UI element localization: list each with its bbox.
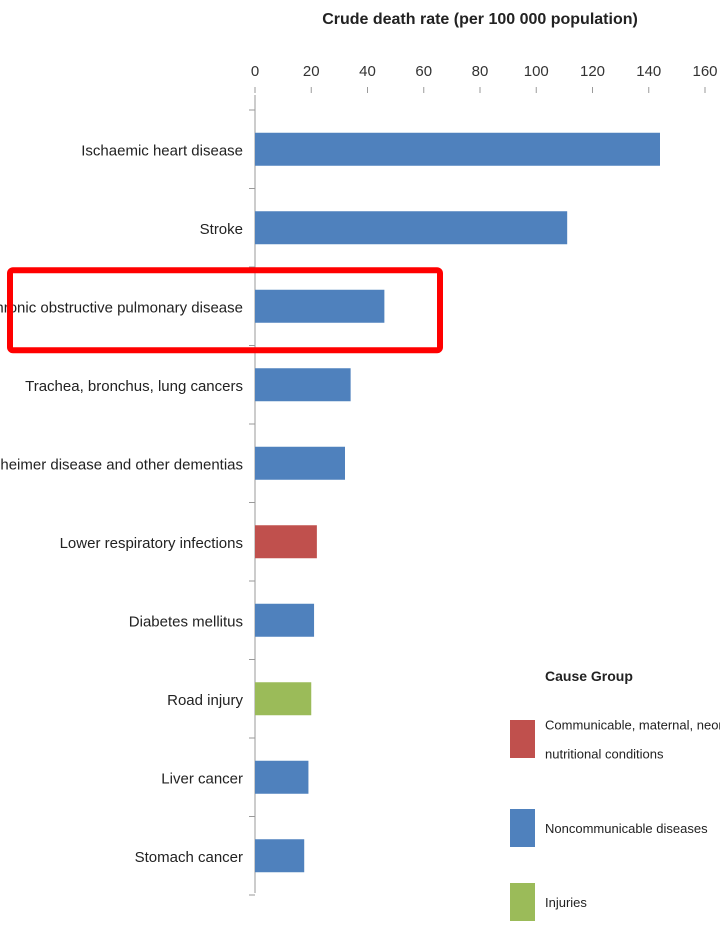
category-label: Liver cancer [161,770,243,787]
bar [255,211,568,245]
category-labels: Ischaemic heart disease Stroke Chronic obs… [0,142,243,866]
bar [255,132,660,166]
bar [255,760,309,794]
x-tick-label: 120 [580,63,605,80]
x-tick-label: 60 [415,63,432,80]
category-label: Lower respiratory infections [60,535,243,552]
legend-swatch [510,883,535,921]
highlight-rectangle [7,267,443,354]
category-label: Stomach cancer [135,849,243,866]
category-label: Chronic obstructive pulmonary disease [0,299,243,316]
legend: Cause Group Communicable, maternal, neo n… [510,668,720,921]
legend-swatch [510,809,535,847]
bar [255,603,315,637]
category-label: Road injury [167,692,243,709]
legend-label: Communicable, maternal, neonatal andnutr… [545,718,720,762]
x-tick-label: 140 [636,63,661,80]
legend-title: Cause Group [545,668,633,684]
category-label: Diabetes mellitus [129,613,243,630]
bar [255,525,317,559]
category-label: Ischaemic heart disease [81,142,243,159]
x-tick-label: 20 [303,63,320,80]
x-tick-label: 100 [524,63,549,80]
x-tick-label: 80 [472,63,489,80]
bar [255,839,305,873]
legend-swatch [510,720,535,758]
bar [255,368,351,402]
highlight-box [7,267,443,354]
category-label: Trachea, bronchus, lung cancers [25,378,243,395]
bar [255,682,312,716]
bars [255,132,660,873]
bar [255,289,385,323]
x-tick-label: 160 [692,63,717,80]
bar [255,446,345,480]
x-tick-label: 0 [251,63,259,80]
legend-label: Injuries [545,895,587,910]
x-tick-label: 40 [359,63,376,80]
x-axis-title: Crude death rate (per 100 000 population… [322,11,638,28]
x-axis: 0 20 40 60 80 100 120 140 160 [251,63,718,93]
category-label: Alzheimer disease and other dementias [0,456,243,473]
category-label: Stroke [200,221,243,238]
legend-label: Noncommunicable diseases [545,821,708,836]
y-axis [249,95,256,896]
